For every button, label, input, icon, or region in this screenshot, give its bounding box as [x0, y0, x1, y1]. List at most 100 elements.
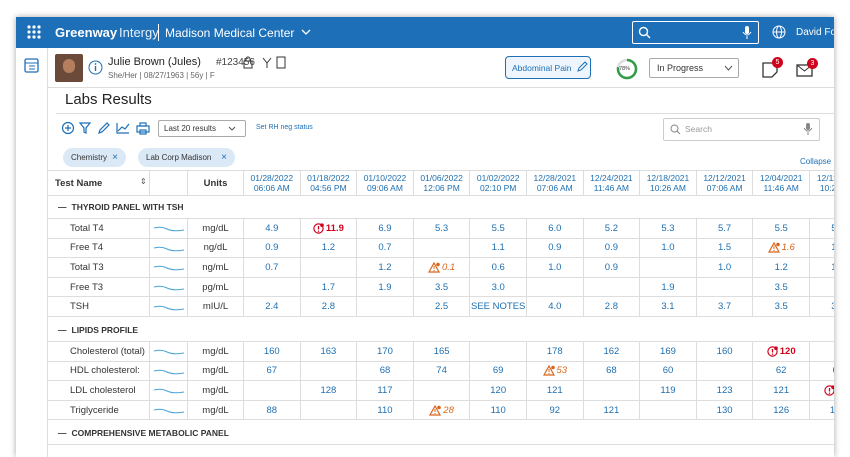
- result-cell[interactable]: 1.6: [753, 238, 810, 259]
- result-cell[interactable]: 3.1: [640, 297, 697, 317]
- result-cell[interactable]: 2.8: [583, 297, 641, 317]
- date-header[interactable]: 12/04/2021 11:46 AM: [753, 170, 810, 196]
- result-cell[interactable]: 160: [244, 342, 301, 362]
- collapse-link[interactable]: Collapse: [800, 157, 832, 166]
- result-cell[interactable]: 120: [753, 342, 810, 362]
- result-cell[interactable]: 0.7: [357, 238, 414, 259]
- result-cell[interactable]: 2.4: [244, 297, 301, 317]
- date-header[interactable]: 12/12/2021 07:06 AM: [696, 170, 754, 196]
- result-cell[interactable]: 126: [753, 400, 810, 421]
- result-cell[interactable]: 28: [413, 400, 471, 421]
- result-cell[interactable]: 163: [300, 342, 358, 362]
- result-cell[interactable]: 123: [696, 381, 754, 401]
- result-cell[interactable]: 165: [413, 342, 471, 362]
- result-cell[interactable]: 1.9: [640, 277, 697, 298]
- result-cell[interactable]: 2.5: [413, 297, 471, 317]
- result-cell[interactable]: 0.9: [583, 238, 641, 259]
- result-cell[interactable]: 118: [810, 381, 834, 401]
- date-header[interactable]: 01/28/2022 06:06 AM: [244, 170, 301, 196]
- section-row[interactable]: — LIPIDS PROFILE: [48, 319, 834, 342]
- result-cell[interactable]: 5.7: [696, 219, 754, 239]
- result-cell[interactable]: 1.2: [753, 258, 810, 278]
- result-cell[interactable]: 3.7: [696, 297, 754, 317]
- result-cell[interactable]: 5.5: [753, 219, 810, 239]
- result-cell[interactable]: 1.7: [300, 277, 358, 298]
- result-cell[interactable]: 1.0: [640, 238, 697, 259]
- result-cell[interactable]: 68: [583, 361, 641, 382]
- result-cell[interactable]: 3.5: [413, 277, 471, 298]
- date-header[interactable]: 12/24/2021 11:46 AM: [583, 170, 641, 196]
- result-cell[interactable]: 1.0: [696, 258, 754, 278]
- result-cell[interactable]: 170: [357, 342, 414, 362]
- result-cell[interactable]: 5.3: [413, 219, 471, 239]
- result-cell[interactable]: 1.5: [810, 239, 834, 259]
- chip-remove[interactable]: ×: [112, 152, 118, 163]
- date-header[interactable]: 01/18/2022 04:56 PM: [300, 170, 358, 196]
- result-cell[interactable]: 3.0: [470, 277, 527, 298]
- complaint-button[interactable]: Abdominal Pain: [505, 56, 591, 79]
- date-header[interactable]: 01/10/2022 09:06 AM: [357, 170, 414, 196]
- globe-icon[interactable]: [772, 25, 786, 39]
- result-cell[interactable]: 110: [470, 400, 527, 421]
- section-row[interactable]: — THYROID PANEL WITH TSH: [48, 196, 834, 219]
- result-cell[interactable]: 3.2: [810, 297, 834, 317]
- result-cell[interactable]: 121: [583, 400, 641, 421]
- result-cell[interactable]: SEE NOTES: [470, 297, 527, 317]
- result-cell[interactable]: 121: [527, 381, 584, 401]
- result-cell[interactable]: 74: [413, 361, 471, 382]
- result-cell[interactable]: 1.3: [810, 258, 834, 278]
- toolbar-icons[interactable]: [61, 121, 151, 135]
- result-cell[interactable]: 62: [753, 361, 810, 382]
- result-cell[interactable]: 1.0: [527, 258, 584, 278]
- status-select[interactable]: In Progress: [649, 58, 739, 78]
- info-icon[interactable]: [88, 60, 103, 75]
- search-box[interactable]: [632, 21, 759, 44]
- result-cell[interactable]: 69: [470, 361, 527, 382]
- result-cell[interactable]: 11.9: [300, 219, 358, 239]
- result-cell[interactable]: 130: [696, 400, 754, 421]
- result-cell[interactable]: 3.5: [753, 277, 810, 298]
- sidebar-icon[interactable]: [24, 58, 39, 73]
- result-cell[interactable]: 5.2: [810, 219, 834, 239]
- result-cell[interactable]: 5.2: [583, 219, 641, 239]
- range-select[interactable]: Last 20 results: [158, 120, 246, 137]
- result-cell[interactable]: 0.9: [527, 238, 584, 259]
- result-cell[interactable]: 5.3: [640, 219, 697, 239]
- result-cell[interactable]: 4.0: [527, 297, 584, 317]
- result-cell[interactable]: 110: [357, 400, 414, 421]
- date-header[interactable]: 01/06/2022 12:06 PM: [413, 170, 471, 196]
- date-header[interactable]: 01/02/2022 02:10 PM: [470, 170, 527, 196]
- result-cell[interactable]: 0.9: [583, 258, 641, 278]
- result-cell[interactable]: 53: [527, 361, 584, 382]
- result-cell[interactable]: 60: [640, 361, 697, 382]
- section-row[interactable]: — COMPREHENSIVE METABOLIC PANEL: [48, 422, 834, 446]
- filter-chip[interactable]: Lab Corp Madison ×: [138, 148, 235, 167]
- result-cell[interactable]: 119: [640, 381, 697, 401]
- result-cell[interactable]: 6.9: [357, 219, 414, 239]
- result-cell[interactable]: 1.9: [357, 277, 414, 298]
- sort-icon[interactable]: ⇕: [140, 177, 147, 186]
- result-cell[interactable]: 178: [527, 342, 584, 362]
- result-cell[interactable]: 117: [357, 381, 414, 401]
- table-search[interactable]: Search: [663, 118, 820, 141]
- result-cell[interactable]: 160: [696, 342, 754, 362]
- result-cell[interactable]: 1.1: [470, 238, 527, 259]
- result-cell[interactable]: 169: [640, 342, 697, 362]
- result-cell[interactable]: 68: [810, 362, 834, 382]
- result-cell[interactable]: 6.0: [527, 219, 584, 239]
- result-cell[interactable]: 140: [810, 401, 834, 421]
- location[interactable]: Madison Medical Center: [165, 26, 295, 40]
- result-cell[interactable]: 128: [300, 381, 358, 401]
- result-cell[interactable]: 88: [244, 400, 301, 421]
- user-name[interactable]: David Fo: [796, 27, 834, 38]
- date-header[interactable]: 12/18/2021 10:26 AM: [640, 170, 697, 196]
- result-cell[interactable]: 68: [357, 361, 414, 382]
- result-cell[interactable]: 120: [470, 381, 527, 401]
- result-cell[interactable]: 92: [527, 400, 584, 421]
- rh-link[interactable]: Set RH neg status: [256, 124, 313, 131]
- chip-remove[interactable]: ×: [221, 152, 227, 163]
- filter-chip[interactable]: Chemistry ×: [63, 148, 126, 167]
- result-cell[interactable]: 1.2: [357, 258, 414, 278]
- result-cell[interactable]: 0.6: [470, 258, 527, 278]
